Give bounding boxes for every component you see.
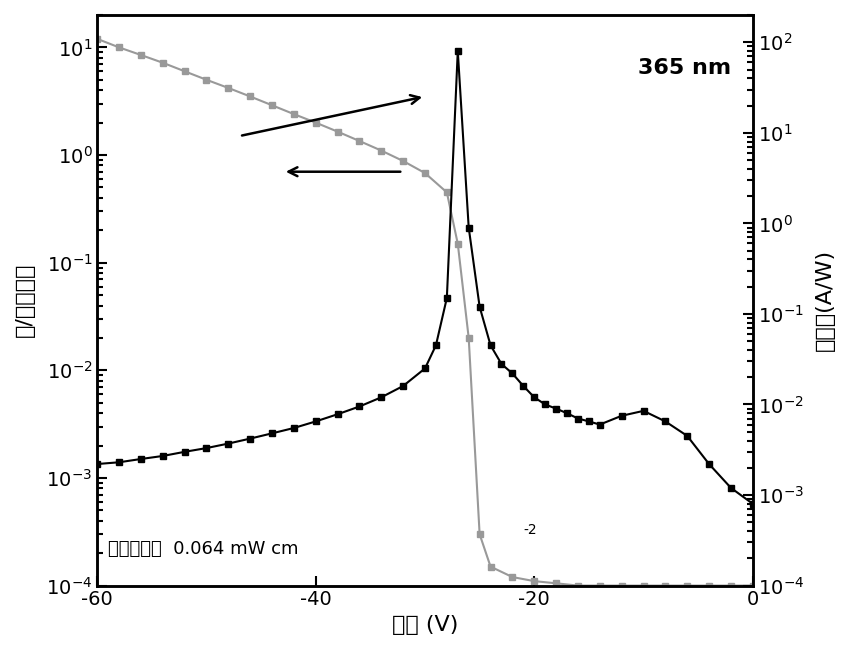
Y-axis label: 光/暗电流比: 光/暗电流比 — [15, 263, 35, 337]
X-axis label: 栅压 (V): 栅压 (V) — [392, 615, 458, 635]
Text: 365 nm: 365 nm — [638, 58, 731, 78]
Text: 入射光强：  0.064 mW cm: 入射光强： 0.064 mW cm — [108, 540, 298, 558]
Y-axis label: 响应度(A/W): 响应度(A/W) — [815, 249, 835, 352]
Text: -2: -2 — [524, 523, 537, 538]
